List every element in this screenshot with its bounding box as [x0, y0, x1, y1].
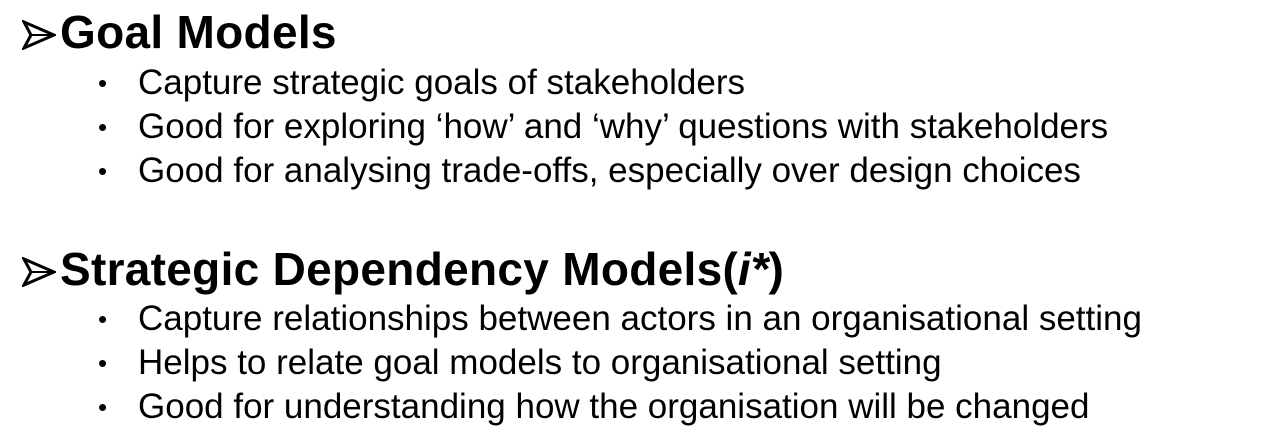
list-item: • Good for understanding how the organis… — [96, 386, 1274, 430]
bullet-list: • Capture relationships between actors i… — [96, 298, 1274, 430]
heading-goal-models: Goal Models — [22, 6, 1274, 62]
bullet-dot-icon: • — [98, 156, 108, 186]
bullet-text: Capture strategic goals of stakeholders — [138, 63, 745, 102]
bullet-text: Good for understanding how the organisat… — [138, 387, 1090, 426]
bullet-dot-icon: • — [98, 392, 108, 422]
section-title: Goal Models — [60, 6, 337, 58]
bullet-text: Good for analysing trade-offs, especiall… — [138, 151, 1081, 190]
section-title-paren-close: ) — [768, 243, 784, 295]
section-strategic-dependency-models: Strategic Dependency Models (i*) • Captu… — [22, 242, 1274, 430]
bullet-dot-icon: • — [98, 68, 108, 98]
bullet-dot-icon: • — [98, 304, 108, 334]
bullet-text: Helps to relate goal models to organisat… — [138, 343, 942, 382]
arrowhead-bullet-icon — [22, 257, 56, 287]
list-item: • Capture relationships between actors i… — [96, 298, 1274, 342]
bullet-text: Capture relationships between actors in … — [138, 299, 1142, 338]
bullet-dot-icon: • — [98, 112, 108, 142]
section-goal-models: Goal Models • Capture strategic goals of… — [22, 6, 1274, 194]
list-item: • Good for analysing trade-offs, especia… — [96, 150, 1274, 194]
bullet-list: • Capture strategic goals of stakeholder… — [96, 62, 1274, 194]
section-title-istar: i* — [737, 243, 769, 295]
bullet-dot-icon: • — [98, 348, 108, 378]
section-title: Strategic Dependency Models — [60, 243, 723, 295]
section-title-paren-open: ( — [722, 243, 738, 295]
list-item: • Helps to relate goal models to organis… — [96, 342, 1274, 386]
heading-strategic-dependency-models: Strategic Dependency Models (i*) — [22, 242, 1274, 298]
arrowhead-bullet-icon — [22, 20, 56, 50]
list-item: • Capture strategic goals of stakeholder… — [96, 62, 1274, 106]
list-item: • Good for exploring ‘how’ and ‘why’ que… — [96, 106, 1274, 150]
bullet-text: Good for exploring ‘how’ and ‘why’ quest… — [138, 107, 1109, 146]
